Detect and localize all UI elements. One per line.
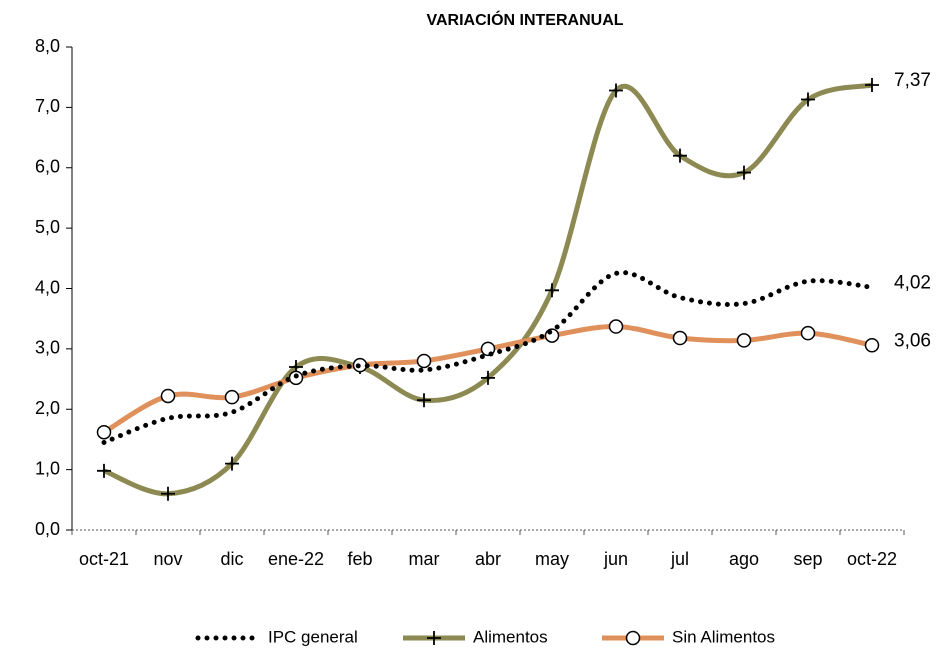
end-label: 3,06: [894, 330, 931, 351]
y-tick-label: 5,0: [35, 217, 60, 237]
series-line: [103, 82, 873, 497]
x-tick-label: ago: [729, 549, 759, 569]
plus-marker: [737, 165, 751, 180]
end-label: 7,37: [894, 70, 931, 91]
y-tick-label: 4,0: [35, 277, 60, 297]
x-tick-label: oct-21: [79, 549, 129, 569]
plus-marker: [427, 631, 441, 645]
y-tick-label: 1,0: [35, 458, 60, 478]
circle-marker: [672, 330, 688, 346]
x-tick-label: jul: [670, 549, 689, 569]
x-tick-label: may: [535, 549, 569, 569]
x-tick-label: ene-22: [268, 549, 324, 569]
x-tick-label: sep: [793, 549, 822, 569]
plus-marker: [225, 456, 239, 471]
plus-marker: [545, 283, 559, 298]
y-tick-label: 7,0: [35, 96, 60, 116]
plus-marker: [97, 463, 111, 478]
legend-label: Sin Alimentos: [672, 627, 775, 646]
circle-marker: [800, 325, 816, 341]
circle-marker: [625, 630, 641, 646]
x-tick-label: feb: [347, 549, 372, 569]
circle-marker: [96, 424, 112, 440]
y-tick-label: 2,0: [35, 398, 60, 418]
plus-marker: [865, 78, 879, 93]
plus-marker: [801, 92, 815, 107]
circle-marker: [416, 353, 432, 369]
x-tick-label: abr: [475, 549, 501, 569]
y-tick-label: 3,0: [35, 338, 60, 358]
y-tick-label: 8,0: [35, 36, 60, 56]
legend-label: Alimentos: [473, 627, 548, 646]
plus-marker: [673, 148, 687, 163]
end-label: 4,02: [894, 272, 931, 293]
y-tick-label: 6,0: [35, 157, 60, 177]
x-tick-label: jun: [603, 549, 628, 569]
x-tick-label: mar: [409, 549, 440, 569]
plus-marker: [417, 393, 431, 408]
y-tick-label: 0,0: [35, 519, 60, 539]
legend-label: IPC general: [268, 627, 358, 646]
plus-marker: [481, 370, 495, 385]
plus-marker: [609, 83, 623, 98]
x-tick-label: dic: [220, 549, 243, 569]
series-line: [101, 270, 875, 445]
x-tick-label: nov: [153, 549, 182, 569]
chart-title: VARIACIÓN INTERANUAL: [426, 10, 623, 29]
circle-marker: [224, 389, 240, 405]
circle-marker: [864, 338, 880, 353]
circle-marker: [608, 319, 624, 334]
plus-marker: [161, 486, 175, 501]
x-tick-label: oct-22: [847, 549, 897, 569]
circle-marker: [736, 333, 752, 348]
circle-marker: [160, 388, 176, 404]
